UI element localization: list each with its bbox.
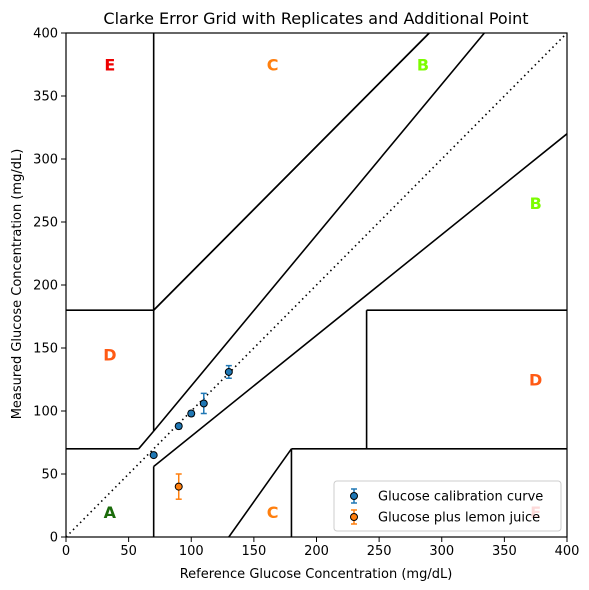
series-1 — [149, 364, 233, 460]
zone-boundary-line — [138, 430, 155, 450]
zone-label-a: A — [104, 503, 117, 522]
x-tick-label: 300 — [429, 544, 454, 559]
identity-reference-line — [66, 33, 567, 537]
legend-entry-label: Glucose plus lemon juice — [378, 511, 540, 526]
x-tick-label: 50 — [120, 544, 137, 559]
plot-area: ECBBDDACE0501001502002503003504000501001… — [33, 27, 579, 560]
data-point — [149, 451, 158, 460]
legend-entry-label: Glucose calibration curve — [378, 490, 543, 505]
zone-boundary-line — [153, 33, 485, 432]
x-tick-label: 250 — [367, 544, 392, 559]
data-point — [199, 399, 208, 408]
zone-boundary-line — [153, 33, 430, 311]
legend-marker — [350, 492, 358, 500]
y-tick-label: 400 — [33, 27, 58, 42]
series-2 — [174, 473, 183, 500]
zone-label-d: D — [103, 345, 116, 364]
zone-label-c: C — [267, 503, 279, 522]
y-axis-title: Measured Glucose Concentration (mg/dL) — [10, 149, 25, 420]
zone-boundary-line — [228, 448, 293, 537]
zone-label-d: D — [529, 371, 542, 390]
y-tick-label: 300 — [33, 153, 58, 168]
y-tick-label: 350 — [33, 90, 58, 105]
x-tick-label: 0 — [62, 544, 70, 559]
chart-title: Clarke Error Grid with Replicates and Ad… — [103, 9, 528, 28]
x-axis-title: Reference Glucose Concentration (mg/dL) — [180, 567, 453, 582]
x-tick-label: 100 — [179, 544, 204, 559]
y-tick-label: 200 — [33, 279, 58, 294]
plot-inner: ECBBDDACE — [66, 33, 567, 537]
zone-label-c: C — [267, 56, 279, 75]
zone-label-e: E — [104, 56, 115, 75]
data-point — [224, 367, 233, 376]
zone-label-b: B — [530, 194, 542, 213]
x-tick-label: 400 — [555, 544, 580, 559]
legend-box — [333, 480, 562, 532]
y-tick-label: 100 — [33, 405, 58, 420]
y-tick-label: 250 — [33, 216, 58, 231]
data-point — [174, 422, 183, 431]
data-point — [174, 482, 183, 491]
legend: Glucose calibration curve Glucose plus le… — [333, 480, 562, 532]
x-tick-label: 150 — [241, 544, 266, 559]
x-tick-label: 350 — [492, 544, 517, 559]
zone-boundary-line — [153, 133, 567, 468]
y-tick-label: 0 — [50, 531, 58, 546]
legend-marker — [350, 513, 358, 521]
y-tick-label: 50 — [41, 468, 58, 483]
x-tick-label: 200 — [304, 544, 329, 559]
zone-label-b: B — [417, 56, 429, 75]
data-point — [187, 409, 196, 418]
y-tick-label: 150 — [33, 342, 58, 357]
